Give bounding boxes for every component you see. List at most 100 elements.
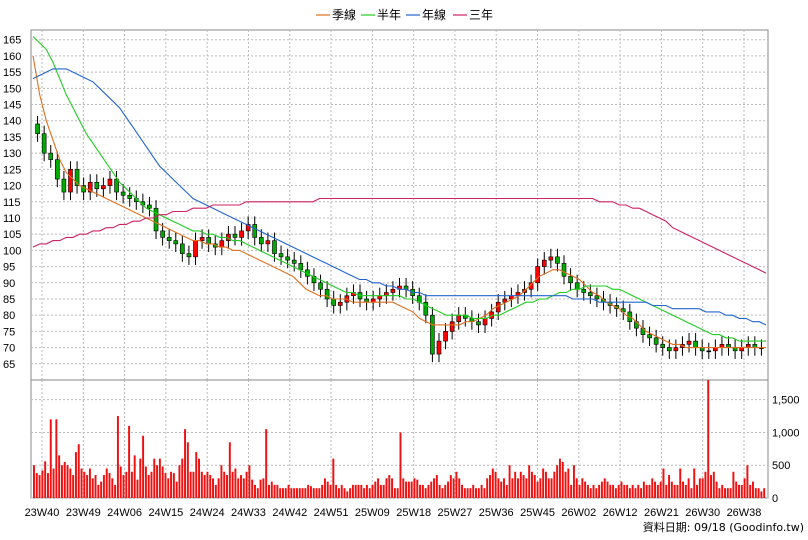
candle-body [660, 344, 666, 348]
candle-body [186, 253, 192, 258]
volume-bar [329, 484, 332, 498]
candle-body [555, 256, 560, 264]
volume-bar [746, 465, 749, 498]
volume-bar [433, 478, 436, 498]
volume-bar [214, 484, 217, 498]
volume-y-axis: 0 500 1,000 1,500 [772, 395, 800, 505]
candle-body [693, 340, 698, 348]
volume-bar [407, 481, 410, 498]
volume-bar [223, 471, 226, 498]
volume-bar [231, 471, 234, 498]
volume-bar [648, 484, 651, 498]
volume-bar [718, 488, 721, 498]
candle-body [74, 169, 80, 186]
legend-label: 三年 [469, 8, 493, 22]
volume-bar [416, 479, 419, 498]
volume-bar [693, 468, 696, 498]
volume-bar [240, 475, 242, 498]
volume-bar [133, 455, 136, 498]
volume-bar [696, 484, 699, 498]
volume-bar [142, 435, 145, 498]
volume-bar [38, 475, 41, 498]
volume-bar [743, 478, 746, 498]
volume-bar [475, 488, 477, 498]
volume-bar [147, 475, 150, 498]
volume-bar [754, 488, 757, 498]
volume-bar [458, 478, 461, 498]
volume-bar [49, 419, 52, 498]
x-tick-label: 26W21 [644, 507, 679, 519]
volume-bar [508, 465, 511, 498]
volume-bar [427, 484, 430, 498]
volume-bar [606, 481, 609, 498]
candle-body [581, 288, 587, 293]
price-tick-label: 85 [3, 294, 15, 306]
volume-bar [360, 484, 363, 498]
volume-bar [86, 475, 89, 498]
volume-bar [212, 478, 215, 498]
volume-tick-label: 500 [772, 460, 790, 472]
volume-bar [351, 484, 354, 498]
volume-bar [651, 478, 654, 498]
volume-bar [522, 475, 525, 498]
candle-body [482, 318, 488, 326]
volume-bar [603, 478, 606, 498]
candle-body [193, 240, 198, 258]
volume-bar [530, 471, 533, 498]
volume-bar [710, 475, 713, 498]
ma-line-1 [32, 55, 766, 349]
volume-bar [654, 481, 657, 498]
volume-bar [164, 473, 167, 498]
volume-bar [284, 488, 287, 498]
volume-bar [245, 471, 248, 498]
volume-bar [752, 481, 754, 498]
volume-bar [553, 471, 556, 498]
volume-bar [698, 478, 701, 498]
volume-bar [332, 458, 335, 498]
volume-bar [139, 458, 142, 498]
volume-bar [200, 471, 203, 498]
volume-bar [290, 488, 293, 498]
candle-body [160, 230, 165, 238]
volume-bar [463, 488, 466, 498]
volume-bar [304, 488, 307, 498]
volume-bar [46, 473, 49, 498]
volume-bar [514, 471, 517, 498]
volume-bar [665, 484, 668, 498]
volume-bar [449, 475, 452, 498]
volume-bar [477, 488, 480, 498]
price-tick-label: 150 [3, 83, 21, 95]
volume-bar [735, 481, 738, 498]
volume-bar [410, 481, 413, 498]
x-tick-label: 24W24 [190, 507, 225, 519]
volume-bar [690, 488, 693, 498]
candle-body [239, 230, 244, 238]
volume-bar [455, 471, 458, 498]
volume-bar [405, 481, 408, 498]
candle-body [502, 298, 508, 303]
volume-tick-label: 1,500 [772, 395, 800, 407]
volume-bar [396, 488, 399, 498]
volume-bar [312, 488, 315, 498]
volume-bar [256, 488, 259, 498]
volume-bar [279, 488, 282, 498]
volume-bar [198, 458, 201, 498]
volume-bar [556, 465, 559, 498]
volume-bar [130, 471, 133, 498]
volume-bar [539, 478, 542, 498]
volume-bar [584, 481, 587, 498]
volume-bar [589, 488, 592, 498]
candle-body [259, 237, 264, 245]
volume-bar [726, 488, 729, 498]
volume-bar [631, 484, 634, 498]
volume-bar [318, 488, 321, 498]
candle-body [278, 253, 284, 258]
price-tick-label: 135 [3, 132, 21, 144]
volume-bar [116, 416, 119, 498]
candle-body [107, 178, 113, 186]
candle-body [61, 178, 67, 193]
volume-bar [63, 461, 66, 498]
volume-bar [237, 478, 240, 498]
price-tick-label: 75 [3, 326, 15, 338]
volume-bar [494, 471, 497, 498]
